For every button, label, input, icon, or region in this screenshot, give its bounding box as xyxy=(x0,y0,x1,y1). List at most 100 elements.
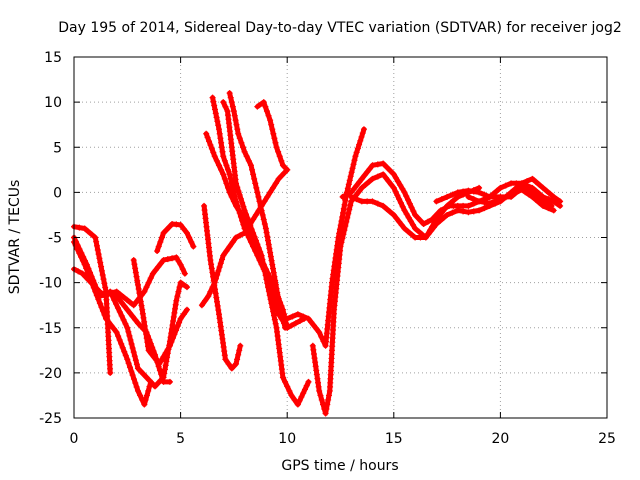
interp-marker xyxy=(254,241,261,248)
interp-marker xyxy=(99,271,106,278)
interp-marker xyxy=(460,202,467,209)
interp-marker xyxy=(318,333,325,340)
interp-marker xyxy=(397,182,404,189)
interp-marker xyxy=(131,353,138,360)
data-point xyxy=(241,225,248,232)
interp-marker xyxy=(141,318,148,325)
data-point xyxy=(518,186,525,193)
interp-marker xyxy=(405,214,412,221)
interp-marker xyxy=(344,185,351,192)
interp-marker xyxy=(126,310,133,317)
interp-marker xyxy=(215,122,222,129)
interp-marker xyxy=(127,299,134,306)
data-point xyxy=(173,297,180,304)
axis-ticks xyxy=(73,56,608,419)
interp-marker xyxy=(158,357,165,364)
interp-marker xyxy=(119,344,126,351)
interp-marker xyxy=(300,390,307,397)
interp-marker xyxy=(234,356,241,363)
interp-marker xyxy=(230,189,237,196)
interp-marker xyxy=(212,110,219,117)
data-point xyxy=(160,374,167,381)
data-point xyxy=(220,99,227,106)
interp-marker xyxy=(105,319,112,326)
interp-marker xyxy=(261,268,268,275)
interp-marker xyxy=(268,257,275,264)
interp-marker xyxy=(147,275,154,282)
interp-marker xyxy=(175,257,182,264)
series-arc-17 xyxy=(339,160,564,227)
data-point xyxy=(279,374,286,381)
data-point xyxy=(166,378,173,385)
interp-marker xyxy=(152,267,159,274)
interp-marker xyxy=(251,175,258,182)
interp-marker xyxy=(217,135,224,142)
interp-marker xyxy=(126,332,133,339)
interp-marker xyxy=(156,367,163,374)
interp-marker xyxy=(202,297,209,304)
interp-marker xyxy=(90,284,97,291)
interp-marker xyxy=(180,311,187,318)
interp-marker xyxy=(493,187,500,194)
data-point xyxy=(203,130,210,137)
interp-marker xyxy=(223,180,230,187)
data-point xyxy=(412,225,419,232)
interp-marker xyxy=(99,307,106,314)
interp-marker xyxy=(438,196,445,203)
data-point xyxy=(226,171,233,178)
data-point xyxy=(228,365,235,372)
interp-marker xyxy=(238,139,245,146)
interp-marker xyxy=(272,320,279,327)
interp-marker xyxy=(341,227,348,234)
interp-marker xyxy=(236,191,243,198)
data-point xyxy=(437,207,444,214)
data-point xyxy=(124,306,131,313)
interp-marker xyxy=(188,239,195,246)
interp-marker xyxy=(114,305,121,312)
interp-marker xyxy=(340,205,347,212)
interp-marker xyxy=(343,191,350,198)
data-point xyxy=(486,193,493,200)
data-point xyxy=(288,392,295,399)
interp-marker xyxy=(345,181,352,188)
interp-marker xyxy=(78,254,85,261)
interp-marker xyxy=(134,281,141,288)
data-point xyxy=(294,401,301,408)
interp-marker xyxy=(359,130,366,137)
data-point xyxy=(177,261,184,268)
data-point xyxy=(275,297,282,304)
interp-marker xyxy=(318,396,325,403)
interp-marker xyxy=(208,261,215,268)
data-point xyxy=(465,187,472,194)
data-point xyxy=(465,209,472,216)
data-point xyxy=(282,324,289,331)
interp-marker xyxy=(265,241,272,248)
data-point xyxy=(508,192,515,199)
interp-marker xyxy=(171,309,178,316)
interp-marker xyxy=(235,206,242,213)
series-arc-13 xyxy=(254,99,291,173)
interp-marker xyxy=(146,383,153,390)
interp-marker xyxy=(145,387,152,394)
interp-marker xyxy=(168,338,175,345)
interp-marker xyxy=(122,320,129,327)
interp-marker xyxy=(545,196,552,203)
interp-marker xyxy=(94,246,101,253)
interp-marker xyxy=(142,396,149,403)
interp-marker xyxy=(252,248,259,255)
interp-marker xyxy=(146,377,153,384)
interp-marker xyxy=(174,323,181,330)
data-point xyxy=(358,198,365,205)
interp-marker xyxy=(252,180,259,187)
data-point xyxy=(124,356,131,363)
interp-marker xyxy=(364,169,371,176)
interp-marker xyxy=(125,328,132,335)
interp-marker xyxy=(236,135,243,142)
interp-marker xyxy=(162,350,169,357)
y-tick-label: -15 xyxy=(39,321,62,337)
data-point xyxy=(401,207,408,214)
data-point xyxy=(429,216,436,223)
interp-marker xyxy=(223,162,230,169)
interp-marker xyxy=(396,218,403,225)
interp-marker xyxy=(264,193,271,200)
